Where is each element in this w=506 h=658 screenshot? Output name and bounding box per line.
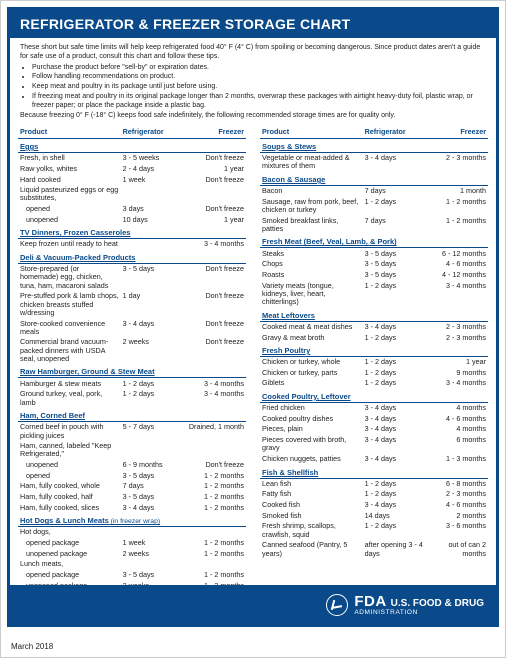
table-row: Store-prepared (or homemade) egg, chicke… <box>18 263 246 291</box>
table-row: Pieces, plain3 - 4 days4 months <box>260 424 488 435</box>
table-row: opened3 daysDon't freeze <box>18 204 246 215</box>
content-columns: Product Refrigerator Freezer EggsFresh, … <box>10 125 496 585</box>
section-header: Fish & Shellfish <box>260 465 488 479</box>
table-row: Chops3 - 5 days4 - 6 months <box>260 259 488 270</box>
intro-bullet: Purchase the product before "sell-by" or… <box>32 64 486 73</box>
table-row: Steaks3 - 5 days6 - 12 months <box>260 248 488 259</box>
fda-text: FDA U.S. FOOD & DRUG ADMINISTRATION <box>354 593 484 616</box>
col-freezer: Freezer <box>184 125 246 139</box>
table-row: Commercial brand vacuum-packed dinners w… <box>18 337 246 364</box>
footer-bar: FDA U.S. FOOD & DRUG ADMINISTRATION <box>10 585 496 624</box>
table-row: Ham, fully cooked, whole7 days1 - 2 mont… <box>18 481 246 492</box>
section-header: Hot Dogs & Lunch Meats (in freezer wrap) <box>18 513 246 527</box>
table-row: Fatty fish1 - 2 days2 - 3 months <box>260 489 488 500</box>
table-row: Store-cooked convenience meals3 - 4 days… <box>18 318 246 337</box>
section-header: Eggs <box>18 139 246 153</box>
table-row: Lunch meats, <box>18 559 246 570</box>
table-row: Smoked breakfast links, patties7 days1 -… <box>260 216 488 235</box>
intro-bullet: If freezing meat and poultry in its orig… <box>32 93 486 111</box>
storage-table-right: Product Refrigerator Freezer Soups & Ste… <box>260 125 488 559</box>
table-row: Fresh, in shell3 - 5 weeksDon't freeze <box>18 153 246 164</box>
agency-name: U.S. FOOD & DRUG <box>391 598 484 609</box>
table-row: Cooked poultry dishes3 - 4 days4 - 6 mon… <box>260 414 488 425</box>
table-row: Fresh shrimp, scallops, crawfish, squid1… <box>260 521 488 540</box>
table-row: Pieces covered with broth, gravy3 - 4 da… <box>260 435 488 454</box>
table-row: Chicken nuggets, patties3 - 4 days1 - 3 … <box>260 454 488 465</box>
col-product: Product <box>260 125 363 139</box>
fda-logo: FDA U.S. FOOD & DRUG ADMINISTRATION <box>326 593 484 616</box>
left-column: Product Refrigerator Freezer EggsFresh, … <box>18 125 246 585</box>
table-row: unopened6 - 9 monthsDon't freeze <box>18 460 246 471</box>
section-header: Deli & Vacuum-Packed Products <box>18 250 246 264</box>
table-row: Hard cooked1 weekDon't freeze <box>18 174 246 185</box>
table-row: Roasts3 - 5 days4 - 12 months <box>260 270 488 281</box>
table-row: Cooked fish3 - 4 days4 - 6 months <box>260 500 488 511</box>
table-row: Lean fish1 - 2 days6 - 8 months <box>260 478 488 489</box>
storage-table-left: Product Refrigerator Freezer EggsFresh, … <box>18 125 246 585</box>
table-row: Smoked fish14 days2 months <box>260 510 488 521</box>
table-row: Keep frozen until ready to heat3 - 4 mon… <box>18 239 246 250</box>
intro-bullet: Follow handling recommendations on produ… <box>32 73 486 82</box>
intro-tail: Because freezing 0° F (-18° C) keeps foo… <box>20 112 486 121</box>
table-row: Chicken or turkey, parts1 - 2 days9 mont… <box>260 368 488 379</box>
table-row: Hamburger & stew meats1 - 2 days3 - 4 mo… <box>18 378 246 389</box>
page-title: REFRIGERATOR & FREEZER STORAGE CHART <box>10 10 496 38</box>
table-row: opened3 - 5 days1 - 2 months <box>18 471 246 482</box>
agency-abbrev: FDA <box>354 593 386 610</box>
section-header: Cooked Poultry, Leftover <box>260 389 488 403</box>
table-row: Cooked meat & meat dishes3 - 4 days2 - 3… <box>260 321 488 332</box>
agency-sub: ADMINISTRATION <box>354 609 484 616</box>
table-row: Corned beef in pouch with pickling juice… <box>18 422 246 441</box>
table-row: Pre-stuffed pork & lamb chops, chicken b… <box>18 291 246 318</box>
section-header: Fresh Poultry <box>260 343 488 357</box>
table-row: Sausage, raw from pork, beef, chicken or… <box>260 197 488 216</box>
intro-bullets: Purchase the product before "sell-by" or… <box>20 64 486 111</box>
table-row: Variety meats (tongue, kidneys, liver, h… <box>260 280 488 307</box>
intro-block: These short but safe time limits will he… <box>10 38 496 125</box>
table-row: Giblets1 - 2 days3 - 4 months <box>260 378 488 389</box>
table-row: Liquid pasteurized eggs or egg substitut… <box>18 185 246 204</box>
table-row: Ham, fully cooked, slices3 - 4 days1 - 2… <box>18 503 246 514</box>
table-row: Hot dogs, <box>18 527 246 538</box>
table-row: Ham, fully cooked, half3 - 5 days1 - 2 m… <box>18 492 246 503</box>
col-fridge: Refrigerator <box>121 125 185 139</box>
table-row: Chicken or turkey, whole1 - 2 days1 year <box>260 356 488 367</box>
section-header: TV Dinners, Frozen Casseroles <box>18 225 246 239</box>
section-header: Raw Hamburger, Ground & Stew Meat <box>18 364 246 378</box>
publish-date: March 2018 <box>11 642 53 651</box>
table-row: Gravy & meat broth1 - 2 days2 - 3 months <box>260 332 488 343</box>
section-header: Bacon & Sausage <box>260 172 488 186</box>
table-row: unopened package2 weeks1 - 2 months <box>18 549 246 560</box>
chart-frame: REFRIGERATOR & FREEZER STORAGE CHART The… <box>7 7 499 627</box>
col-product: Product <box>18 125 121 139</box>
table-row: Vegetable or meat-added & mixtures of th… <box>260 153 488 172</box>
table-row: Fried chicken3 - 4 days4 months <box>260 402 488 413</box>
col-freezer: Freezer <box>426 125 488 139</box>
table-row: opened package1 week1 - 2 months <box>18 538 246 549</box>
col-fridge: Refrigerator <box>363 125 427 139</box>
section-header: Fresh Meat (Beef, Veal, Lamb, & Pork) <box>260 234 488 248</box>
intro-bullet: Keep meat and poultry in its package unt… <box>32 83 486 92</box>
section-header: Ham, Corned Beef <box>18 408 246 422</box>
fda-seal-icon <box>326 594 348 616</box>
table-row: opened package3 - 5 days1 - 2 months <box>18 570 246 581</box>
section-header: Soups & Stews <box>260 139 488 153</box>
table-row: Bacon7 days1 month <box>260 185 488 196</box>
right-column: Product Refrigerator Freezer Soups & Ste… <box>260 125 488 585</box>
table-row: Ground turkey, veal, pork, lamb1 - 2 day… <box>18 389 246 408</box>
intro-lead: These short but safe time limits will he… <box>20 44 486 62</box>
table-row: Canned seafood (Pantry, 5 years)after op… <box>260 540 488 559</box>
table-row: Raw yolks, whites2 - 4 days1 year <box>18 164 246 175</box>
table-row: Ham, canned, labeled "Keep Refrigerated,… <box>18 441 246 460</box>
table-row: unopened10 days1 year <box>18 215 246 226</box>
section-header: Meat Leftovers <box>260 308 488 322</box>
